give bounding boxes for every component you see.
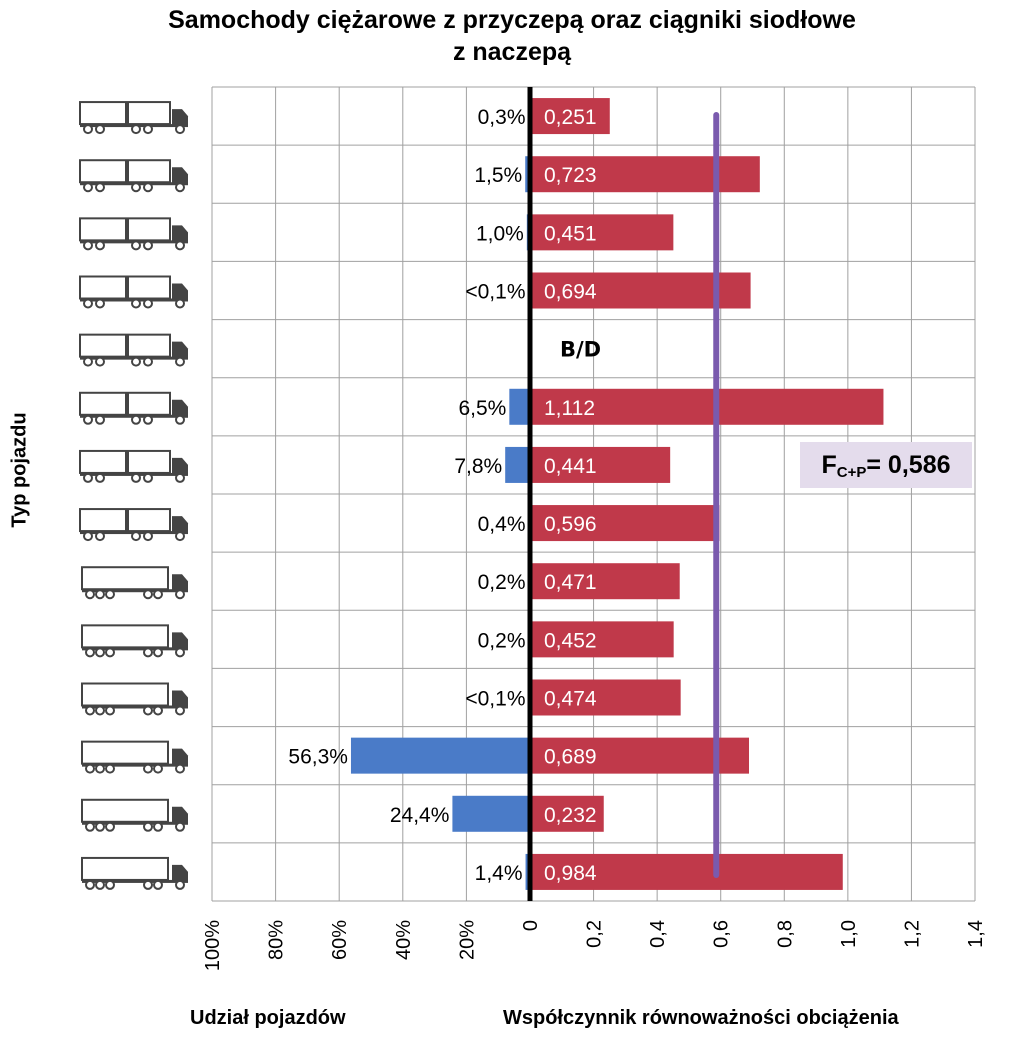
truck-trailer-icon [79,217,188,251]
share-bar-label: 7,8% [454,455,502,478]
factor-bar [530,621,674,658]
x-tick-label: 1,0 [838,920,860,948]
factor-bar [530,505,720,542]
factor-bar [530,853,843,890]
share-bar-label: 56,3% [288,746,348,769]
share-bar-label: 24,4% [390,804,450,827]
share-bar-label: <0,1% [465,281,525,304]
x-tick-label: 1,4 [965,920,987,948]
factor-bar-label: 0,596 [544,513,597,536]
share-bar-label: 1,4% [475,862,523,885]
x-axis-title-right: Współczynnik równoważności obciążenia [503,1007,899,1029]
x-tick-label: 20% [456,920,478,960]
share-bar-label: 0,3% [478,106,526,129]
factor-bar-label: 1,112 [544,397,595,420]
factor-bar-label: 0,251 [544,106,597,129]
fcp-subscript: C+P [836,464,867,481]
x-tick-label: 0,2 [584,920,606,948]
semi-trailer-icon [81,856,188,890]
share-bar-label: 0,2% [478,629,526,652]
factor-bar [530,214,674,251]
chart-title: Samochody ciężarowe z przyczepą oraz cią… [0,4,1024,68]
factor-bar [530,563,680,600]
truck-trailer-icon [79,508,188,542]
share-bar-label: 6,5% [458,397,506,420]
x-tick-label: 0 [520,920,542,931]
factor-bar-label: 0,471 [544,571,597,594]
factor-bar [530,388,884,425]
factor-bar-label: 0,441 [544,455,597,478]
truck-trailer-icon [79,449,188,483]
share-bar-label: 1,0% [476,222,524,245]
factor-bar [530,156,760,193]
share-bar [350,737,530,774]
fcp-annotation: FC+P= 0,586 [800,442,972,488]
semi-trailer-icon [81,566,188,600]
factor-bar [530,98,610,135]
x-tick-label: 60% [329,920,351,960]
share-bar-label: 0,4% [478,513,526,536]
x-tick-label: 80% [266,920,288,960]
x-tick-label: 1,2 [901,920,923,948]
factor-bar-label: 0,474 [544,688,597,711]
factor-bar-label: 0,452 [544,629,597,652]
share-bar-label: 0,2% [478,571,526,594]
share-bar [452,795,530,832]
truck-trailer-icon [79,159,188,193]
truck-trailer-icon [79,333,188,367]
share-bar-label: 1,5% [474,164,522,187]
x-tick-label: 40% [393,920,415,960]
factor-bar-label: 0,232 [544,804,597,827]
x-axis-title-left: Udział pojazdów [190,1007,346,1029]
semi-trailer-icon [81,682,188,716]
factor-bar [530,737,750,774]
share-bar [505,446,530,483]
chart-title-line2: z naczepą [452,38,572,66]
truck-trailer-icon [79,391,188,425]
factor-bar [530,679,681,716]
factor-bar-label: 0,689 [544,746,597,769]
share-bar-label: <0,1% [465,688,525,711]
factor-bar-label: 0,984 [544,862,597,885]
semi-trailer-icon [81,624,188,658]
semi-trailer-icon [81,740,188,774]
x-tick-label: 100% [202,920,224,971]
fcp-prefix: F [821,451,837,479]
semi-trailer-icon [81,798,188,832]
factor-bar-label: 0,723 [544,164,597,187]
x-tick-label: 0,4 [647,920,669,948]
missing-data-label: B/D [560,338,601,362]
x-tick-label: 0,6 [711,920,733,948]
factor-bar [530,446,671,483]
truck-trailer-icon [79,101,188,135]
chart-title-line1: Samochody ciężarowe z przyczepą oraz cią… [168,6,856,34]
factor-bar-label: 0,694 [544,281,597,304]
x-tick-label: 0,8 [774,920,796,948]
fcp-value: = 0,586 [866,451,951,479]
truck-trailer-icon [79,275,188,309]
share-bar [509,388,530,425]
factor-bar-label: 0,451 [544,222,597,245]
factor-bar [530,795,604,832]
